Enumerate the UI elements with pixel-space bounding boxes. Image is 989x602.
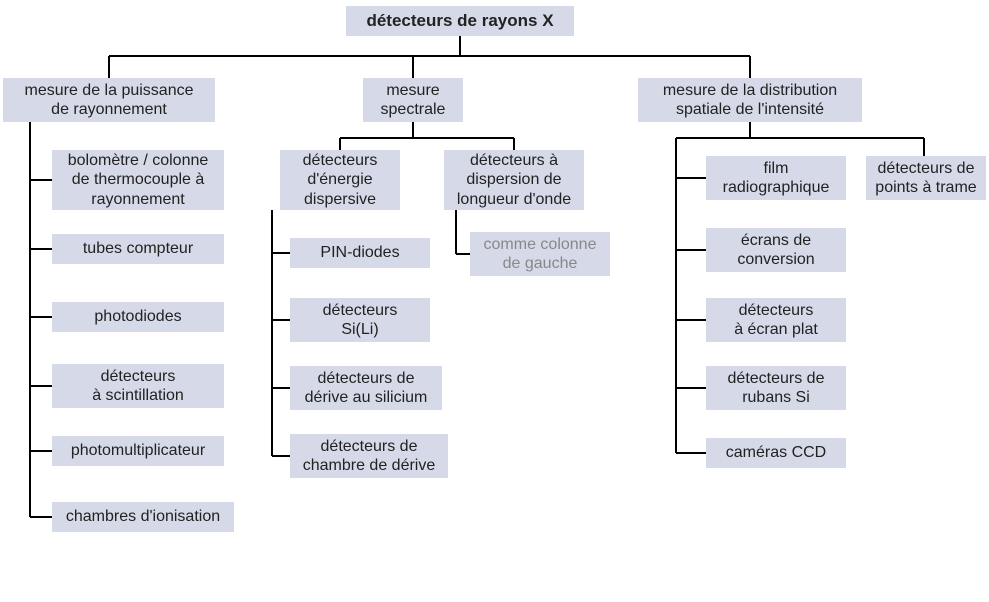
node-derive-silicium: détecteurs dedérive au silicium <box>290 366 442 410</box>
node-comme-colonne-gauche: comme colonnede gauche <box>470 232 610 276</box>
node-scintillation: détecteursà scintillation <box>52 364 224 408</box>
node-points-trame: détecteurs depoints à trame <box>866 156 986 200</box>
node-cat-puissance: mesure de la puissancede rayonnement <box>3 78 215 122</box>
node-cat-spectrale: mesurespectrale <box>363 78 463 122</box>
node-chambres-ionisation: chambres d'ionisation <box>52 502 234 532</box>
node-si-li: détecteursSi(Li) <box>290 298 430 342</box>
node-tubes-compteur: tubes compteur <box>52 234 224 264</box>
node-cat-spatiale: mesure de la distributionspatiale de l'i… <box>638 78 862 122</box>
node-longueur-onde: détecteurs àdispersion delongueur d'onde <box>444 150 584 210</box>
node-cameras-ccd: caméras CCD <box>706 438 846 468</box>
node-photodiodes: photodiodes <box>52 302 224 332</box>
node-root: détecteurs de rayons X <box>346 6 574 36</box>
node-ecran-plat: détecteursà écran plat <box>706 298 846 342</box>
node-chambre-derive: détecteurs dechambre de dérive <box>290 434 448 478</box>
node-ecrans-conversion: écrans deconversion <box>706 228 846 272</box>
node-bolometre: bolomètre / colonnede thermocouple àrayo… <box>52 150 224 210</box>
node-film-radiographique: filmradiographique <box>706 156 846 200</box>
node-energie-dispersive: détecteursd'énergiedispersive <box>280 150 400 210</box>
node-photomultiplicateur: photomultiplicateur <box>52 436 224 466</box>
node-rubans-si: détecteurs derubans Si <box>706 366 846 410</box>
node-pin-diodes: PIN-diodes <box>290 238 430 268</box>
